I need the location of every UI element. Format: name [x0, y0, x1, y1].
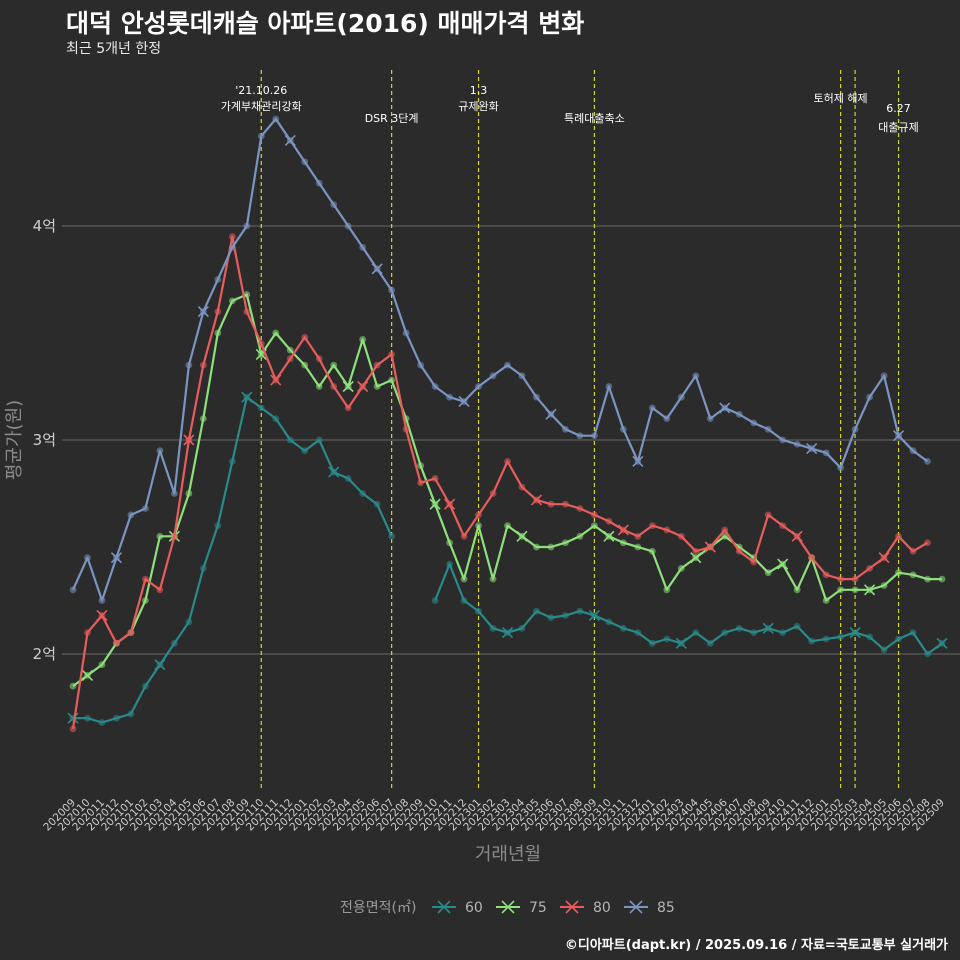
- data-marker: [849, 627, 861, 639]
- data-marker: [371, 263, 383, 275]
- legend-label: 60: [465, 900, 483, 916]
- data-marker: [357, 380, 369, 393]
- event-annotation: 특례대출축소: [564, 112, 625, 125]
- y-tick-label: 3억: [33, 431, 56, 449]
- chart-title: 대덕 안성롯데캐슬 아파트(2016) 매매가격 변화: [66, 9, 585, 38]
- data-marker: [936, 637, 948, 649]
- x-axis-label: 거래년월: [475, 844, 541, 865]
- legend-item-80: 80: [560, 900, 611, 916]
- legend-item-75: 75: [496, 900, 547, 916]
- legend-label: 75: [529, 900, 547, 916]
- legend-swatch-marker: [501, 900, 515, 914]
- legend-swatch-marker: [437, 900, 451, 914]
- data-marker: [197, 306, 209, 318]
- data-marker: [444, 498, 456, 510]
- y-axis-ticks: 2억 3억 4억: [33, 217, 56, 663]
- data-marker: [530, 494, 543, 506]
- legend-label: 85: [657, 900, 675, 916]
- event-annotation: '21.10.26: [235, 84, 287, 97]
- data-marker: [864, 584, 876, 596]
- y-tick-label: 4억: [33, 217, 56, 235]
- data-marker: [545, 408, 557, 420]
- footer-credit: ©디아파트(dapt.kr) / 2025.09.16 / 자료=국토교통부 실…: [564, 938, 948, 953]
- legend-label: 80: [593, 900, 611, 916]
- series-line-60: [73, 396, 943, 724]
- series-line-85: [71, 117, 929, 602]
- event-annotation: 대출규제: [878, 121, 918, 134]
- series-60: [67, 391, 948, 726]
- data-marker: [96, 609, 108, 622]
- data-marker: [806, 442, 818, 455]
- event-annotation: 가계부채관리강화: [221, 100, 302, 113]
- legend-swatch-marker: [565, 900, 579, 914]
- x-axis-ticks: 2020092020102020112020122021012021022021…: [41, 796, 947, 833]
- data-marker: [704, 541, 716, 553]
- legend-item-85: 85: [624, 900, 675, 916]
- series-line-80: [71, 235, 929, 730]
- data-marker: [241, 391, 253, 403]
- data-marker: [429, 498, 441, 510]
- grid-lines: [62, 225, 960, 655]
- series-85: [69, 115, 931, 604]
- series-80: [69, 233, 931, 733]
- legend-title: 전용면적(㎡): [340, 900, 416, 916]
- data-marker: [270, 374, 282, 386]
- y-tick-label: 2억: [33, 645, 56, 663]
- data-marker: [501, 627, 514, 639]
- chart-subtitle: 최근 5개년 한정: [66, 41, 162, 57]
- data-marker: [878, 552, 890, 564]
- data-marker: [777, 558, 789, 570]
- event-annotation: 1.3: [470, 84, 488, 97]
- data-marker: [81, 669, 94, 681]
- legend-swatch-marker: [629, 900, 643, 914]
- data-marker: [67, 712, 79, 724]
- legend: 전용면적(㎡) 60 75 80 85: [340, 900, 675, 916]
- data-marker: [458, 395, 470, 408]
- event-annotation: 규제완화: [458, 100, 498, 113]
- data-marker: [284, 134, 296, 146]
- data-marker: [675, 637, 687, 649]
- data-marker: [690, 552, 702, 564]
- series-lines: [67, 115, 948, 733]
- data-marker: [183, 434, 195, 446]
- data-marker: [588, 609, 600, 622]
- y-axis-label: 평균가(원): [4, 400, 25, 480]
- data-marker: [617, 524, 629, 536]
- data-marker: [719, 402, 731, 414]
- data-marker: [154, 659, 166, 671]
- event-annotation: DSR 3단계: [365, 112, 419, 125]
- data-marker: [892, 430, 905, 442]
- data-marker: [791, 530, 803, 542]
- data-marker: [110, 552, 123, 564]
- data-marker: [632, 455, 644, 467]
- data-marker: [342, 380, 354, 393]
- event-lines: [260, 70, 900, 790]
- data-marker: [516, 530, 528, 542]
- event-annotation: 6.27: [886, 102, 911, 115]
- legend-item-60: 60: [432, 900, 483, 916]
- event-annotation: 토허제 해제: [814, 91, 868, 105]
- data-marker: [603, 530, 615, 542]
- data-marker: [762, 622, 774, 634]
- series-line-75: [72, 293, 942, 687]
- data-marker: [328, 466, 340, 478]
